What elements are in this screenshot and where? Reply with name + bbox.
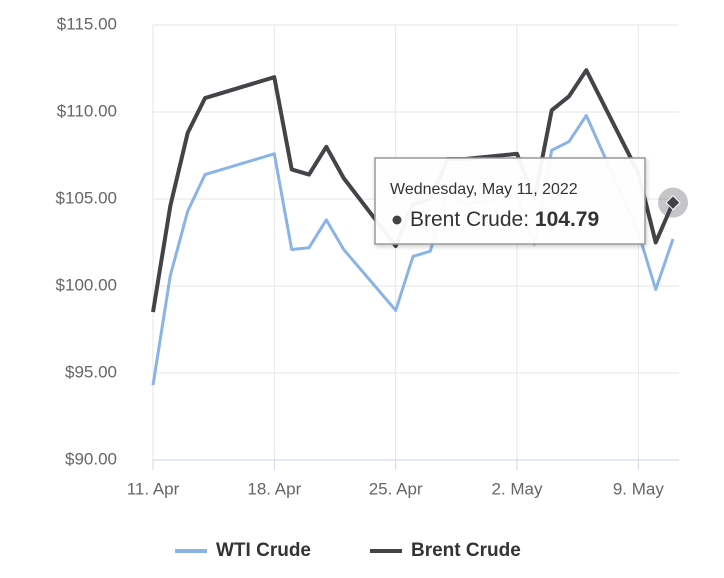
- x-tick-label: 18. Apr: [247, 479, 301, 498]
- tooltip-row: Brent Crude: 104.79: [410, 208, 599, 231]
- legend-label: WTI Crude: [216, 540, 311, 561]
- y-tick-label: $110.00: [57, 101, 117, 120]
- axes: $90.00 $95.00 $100.00 $105.00 $110.00 $115.00…: [56, 14, 679, 498]
- series-line: [151, 114, 675, 386]
- x-tick-label: 25. Apr: [369, 479, 423, 498]
- y-tick-label: $95.00: [65, 362, 117, 381]
- tooltip-box: [374, 157, 646, 245]
- y-tick-label: $90.00: [65, 449, 117, 468]
- x-tick-label: 2. May: [491, 479, 543, 498]
- tooltip-dot: [392, 215, 402, 225]
- tooltip-title: Wednesday, May 11, 2022: [390, 181, 578, 198]
- tooltip: Wednesday, May 11, 2022 Brent Crude: 104.…: [374, 157, 688, 245]
- tooltip-colon: :: [523, 208, 535, 231]
- tooltip-series-name: Brent Crude: [410, 208, 523, 231]
- tooltip-value: 104.79: [535, 208, 599, 231]
- legend-item[interactable]: Brent Crude: [370, 540, 521, 561]
- y-tick-label: $100.00: [56, 275, 117, 294]
- x-tick-label: 11. Apr: [127, 479, 180, 498]
- legend-label: Brent Crude: [411, 540, 521, 561]
- x-tick-label: 9. May: [613, 479, 665, 498]
- legend-item[interactable]: WTI Crude: [175, 540, 311, 561]
- hover-marker: [665, 194, 681, 211]
- y-tick-label: $105.00: [56, 188, 117, 207]
- y-tick-label: $115.00: [57, 14, 117, 33]
- legend: WTI Crude Brent Crude: [175, 540, 521, 561]
